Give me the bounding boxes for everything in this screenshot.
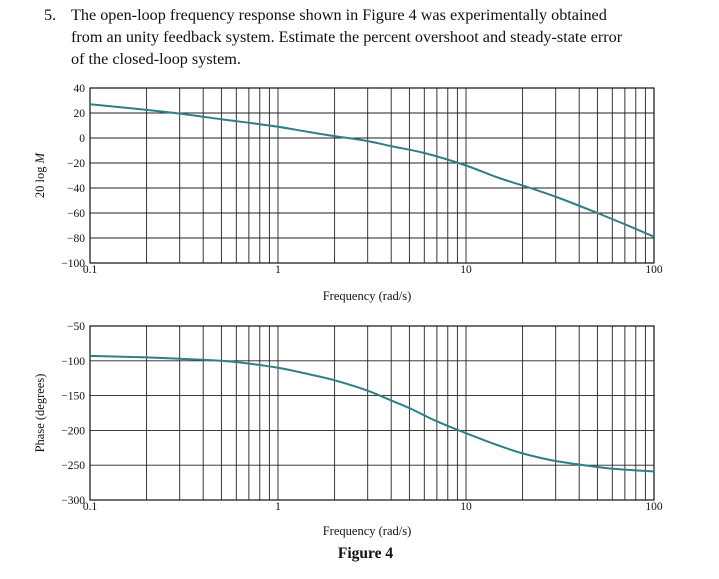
figure-caption: Figure 4 (337, 545, 394, 562)
y-tick-label: 40 (74, 83, 86, 95)
y-tick-label: −50 (67, 321, 85, 333)
x-tick-label: 100 (645, 264, 663, 276)
magnitude-curve (89, 103, 655, 238)
x-tick-label: 100 (645, 501, 663, 513)
x-tick-label: 1 (275, 264, 281, 276)
problem-number: 5. (44, 6, 57, 24)
y-tick-label: −60 (67, 208, 85, 220)
y-tick-label: −150 (61, 391, 85, 403)
y-tick-label: −200 (61, 425, 85, 437)
y-tick-label: −80 (67, 233, 85, 245)
x-axis-label: Frequency (rad/s) (323, 524, 412, 538)
y-tick-label: −20 (67, 158, 85, 170)
y-tick-label: 20 (74, 108, 86, 120)
x-tick-label: 0.1 (83, 264, 98, 276)
y-tick-label: −300 (61, 495, 85, 507)
problem-line-3: of the closed-loop system. (71, 50, 241, 68)
x-tick-label: 1 (275, 501, 281, 513)
plot-frame (89, 325, 655, 501)
x-tick-label: 10 (460, 264, 472, 276)
x-tick-label: 10 (460, 501, 472, 513)
phase-curve (89, 354, 655, 473)
plot-frame (89, 87, 655, 264)
problem-line-2: from an unity feedback system. Estimate … (71, 28, 623, 46)
x-tick-label: 0.1 (83, 501, 98, 513)
y-tick-label: −100 (61, 356, 85, 368)
y-tick-label: −40 (67, 183, 85, 195)
problem-line-1: The open-loop frequency response shown i… (71, 6, 607, 24)
y-tick-label: 0 (79, 133, 85, 145)
y-axis-label: Phase (degrees) (33, 374, 47, 453)
y-tick-label: −250 (61, 460, 85, 472)
y-tick-label: −100 (61, 258, 85, 270)
y-axis-label: 20 log M (33, 152, 47, 198)
x-axis-label: Frequency (rad/s) (323, 289, 412, 303)
